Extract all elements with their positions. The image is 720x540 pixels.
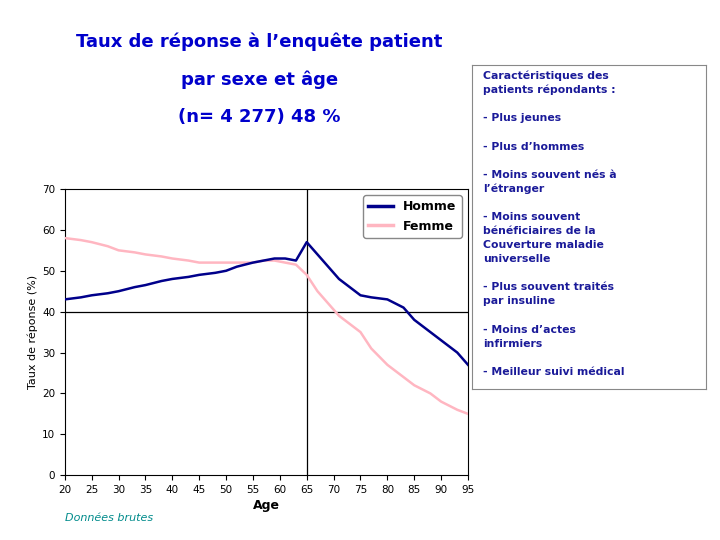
Text: Taux de réponse à l’enquête patient: Taux de réponse à l’enquête patient [76, 32, 442, 51]
Text: (n= 4 277) 48 %: (n= 4 277) 48 % [178, 108, 341, 126]
Text: Données brutes: Données brutes [65, 514, 153, 523]
Text: - Moins souvent: - Moins souvent [483, 212, 580, 222]
X-axis label: Age: Age [253, 499, 280, 512]
Text: patients répondants :: patients répondants : [483, 85, 616, 96]
Text: l’étranger: l’étranger [483, 184, 544, 194]
Text: - Plus souvent traités: - Plus souvent traités [483, 282, 614, 292]
Legend: Homme, Femme: Homme, Femme [364, 195, 462, 238]
Text: Caractéristiques des: Caractéristiques des [483, 71, 609, 82]
Text: - Moins d’actes: - Moins d’actes [483, 325, 576, 335]
Text: - Moins souvent nés à: - Moins souvent nés à [483, 170, 617, 180]
Text: - Meilleur suivi médical: - Meilleur suivi médical [483, 367, 625, 377]
Text: bénéficiaires de la: bénéficiaires de la [483, 226, 596, 236]
Text: universelle: universelle [483, 254, 551, 264]
Text: - Plus jeunes: - Plus jeunes [483, 113, 562, 123]
Text: Couverture maladie: Couverture maladie [483, 240, 604, 250]
Text: infirmiers: infirmiers [483, 339, 543, 349]
Text: - Plus d’hommes: - Plus d’hommes [483, 141, 585, 152]
Text: par insuline: par insuline [483, 296, 555, 307]
Y-axis label: Taux de réponse (%): Taux de réponse (%) [27, 275, 37, 389]
Text: par sexe et âge: par sexe et âge [181, 70, 338, 89]
